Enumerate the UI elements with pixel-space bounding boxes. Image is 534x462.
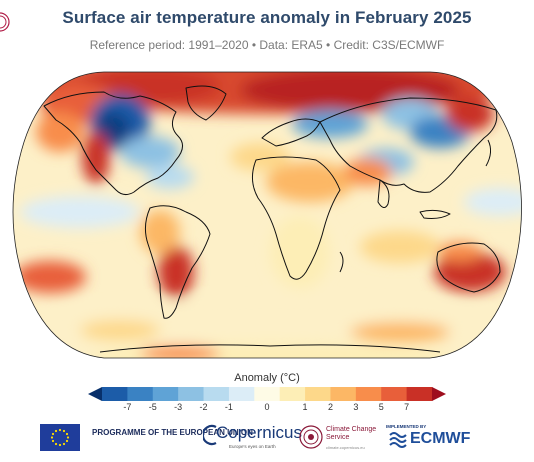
colorbar-segment — [152, 387, 179, 401]
copernicus-label: Copernicus — [216, 423, 302, 442]
colorbar-tick-label: 1 — [302, 402, 308, 412]
page-subtitle: Reference period: 1991–2020 • Data: ERA5… — [89, 38, 445, 52]
colorbar-segment — [406, 387, 433, 401]
map-border — [12, 71, 522, 359]
colorbar-segment — [127, 387, 154, 401]
colorbar-segment — [279, 387, 306, 401]
colorbar-segment — [254, 387, 281, 401]
colorbar-segment — [305, 387, 331, 401]
land-outlines — [43, 85, 520, 353]
copernicus-logo-icon — [203, 424, 217, 446]
colorbar-max-arrow — [432, 387, 446, 401]
colorbar-segment — [203, 387, 230, 401]
colorbar-tick-label: 5 — [378, 402, 384, 412]
eu-programme-label: PROGRAMME OF THE EUROPEAN UNION — [92, 428, 253, 437]
eu-flag-icon — [40, 424, 80, 451]
c3s-tagline: climate.copernicus.eu — [326, 445, 365, 450]
copernicus-tagline: Europe's eyes on Earth — [229, 444, 276, 449]
ecmwf-label: ECMWF — [410, 430, 471, 447]
colorbar-tick-label: -3 — [174, 402, 183, 412]
colorbar-segment — [178, 387, 205, 401]
anomaly-field — [14, 72, 522, 358]
implemented-by-label: IMPLEMENTED BY — [386, 424, 427, 429]
colorbar-tick-label: 3 — [353, 402, 359, 412]
colorbar-min-arrow — [88, 387, 102, 401]
page-title: Surface air temperature anomaly in Febru… — [62, 8, 472, 27]
colorbar-ticks: -7 -5 -3 -2 -1 0 1 2 3 5 7 — [0, 402, 534, 416]
c3s-logo-icon — [299, 425, 323, 449]
colorbar-tick-label: 2 — [327, 402, 333, 412]
colorbar-segment — [228, 387, 255, 401]
colorbar-tick-label: -7 — [123, 402, 132, 412]
colorbar-title: Anomaly (°C) — [234, 372, 300, 384]
colorbar-segment — [330, 387, 357, 401]
ecmwf-logo-icon — [389, 432, 407, 448]
colorbar-tick-label: 0 — [264, 402, 270, 412]
colorbar-segment — [102, 387, 128, 401]
colorbar-tick-label: -5 — [148, 402, 157, 412]
c3s-label: Climate Change Service — [326, 426, 377, 441]
anomaly-colorbar — [88, 387, 446, 401]
c3s-swirl-icon — [0, 12, 10, 32]
colorbar-segment — [381, 387, 408, 401]
colorbar-tick-label: 7 — [404, 402, 410, 412]
colorbar-segment — [355, 387, 382, 401]
temperature-anomaly-map — [12, 71, 522, 359]
logo-footer: PROGRAMME OF THE EUROPEAN UNION Copernic… — [0, 418, 534, 462]
colorbar-tick-label: -1 — [224, 402, 233, 412]
colorbar-tick-label: -2 — [199, 402, 208, 412]
